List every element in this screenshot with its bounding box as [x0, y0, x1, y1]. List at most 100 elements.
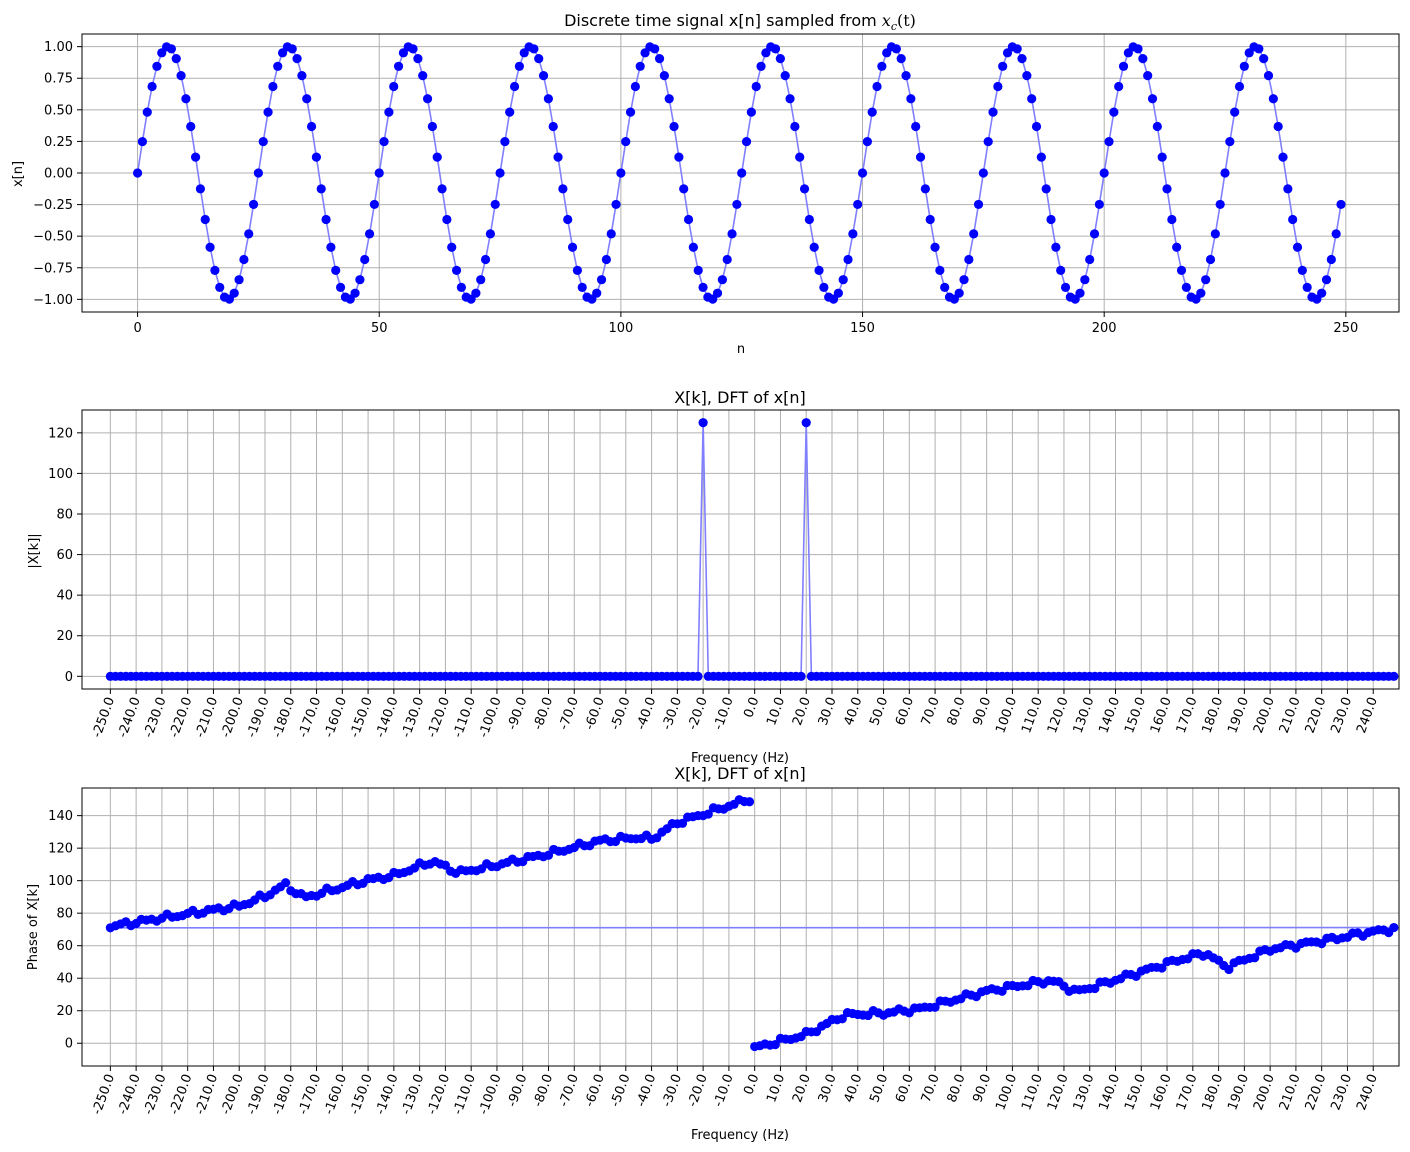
data-point: [775, 54, 785, 64]
data-point: [543, 94, 553, 104]
data-point: [809, 242, 819, 252]
data-point: [302, 94, 312, 104]
data-point: [350, 288, 360, 298]
data-point: [258, 136, 268, 147]
time-signal-panel: Discrete time signal x[n] sampled from x…: [11, 11, 1400, 357]
data-point: [186, 121, 196, 132]
data-point: [335, 282, 346, 292]
data-point: [635, 61, 645, 71]
data-point: [1288, 214, 1298, 225]
y-tick-label: 140: [48, 809, 73, 824]
data-point: [1056, 265, 1066, 275]
data-point: [746, 107, 756, 117]
data-point: [558, 184, 568, 194]
data-point: [1176, 265, 1187, 275]
data-point: [795, 152, 805, 162]
y-tick-label: 0: [65, 670, 73, 685]
data-point: [437, 184, 447, 194]
data-point: [693, 265, 703, 275]
data-point: [1201, 275, 1211, 285]
data-point: [1085, 254, 1095, 265]
data-point: [311, 152, 321, 162]
data-point: [563, 214, 573, 225]
y-tick-label: 1.00: [44, 40, 73, 55]
data-point: [572, 265, 582, 275]
data-point: [577, 282, 587, 292]
data-point: [1326, 254, 1336, 265]
data-point: [770, 44, 781, 54]
data-point: [297, 71, 307, 81]
data-point: [548, 121, 558, 132]
data-point: [732, 199, 742, 210]
data-point: [1297, 265, 1307, 275]
data-point: [925, 214, 935, 225]
data-point: [698, 418, 708, 428]
data-point: [983, 136, 993, 147]
data-point: [1259, 54, 1269, 64]
data-point: [988, 107, 998, 117]
dft-phase-xlabel: Frequency (Hz): [691, 1128, 789, 1143]
data-point: [911, 121, 921, 132]
data-point: [281, 878, 291, 888]
data-point: [505, 107, 515, 117]
data-point: [200, 214, 210, 225]
data-point: [688, 242, 698, 252]
data-point: [1114, 81, 1124, 92]
x-tick-label: 0: [133, 321, 141, 336]
data-point: [693, 671, 703, 681]
x-tick-label: 0.0: [741, 695, 762, 720]
data-point: [181, 94, 191, 104]
data-point: [1196, 288, 1206, 298]
y-tick-label: 0.50: [44, 103, 73, 118]
data-point: [1283, 184, 1293, 194]
data-point: [592, 288, 602, 298]
data-point: [1302, 282, 1312, 292]
data-point: [1041, 184, 1051, 194]
data-point: [838, 275, 848, 285]
data-point: [248, 199, 259, 210]
data-point: [727, 229, 737, 239]
y-tick-label: 100: [48, 467, 73, 482]
data-point: [796, 671, 806, 681]
data-point: [408, 44, 418, 54]
data-point: [751, 81, 761, 92]
data-point: [331, 265, 341, 275]
data-point: [413, 54, 423, 64]
series-markers: [105, 418, 1399, 681]
data-point: [1036, 152, 1046, 162]
data-point: [418, 71, 428, 81]
x-tick-label: 250: [1333, 321, 1358, 336]
data-point: [1012, 44, 1022, 54]
data-point: [756, 61, 766, 71]
data-point: [1278, 152, 1288, 162]
y-tick-label: 40: [56, 972, 73, 987]
data-point: [703, 809, 713, 819]
data-point: [306, 121, 317, 132]
data-point: [1118, 61, 1129, 71]
data-point: [244, 229, 254, 239]
data-point: [447, 242, 457, 252]
data-point: [1225, 136, 1235, 147]
data-point: [1099, 168, 1109, 178]
data-point: [137, 136, 148, 147]
data-point: [1181, 282, 1191, 292]
data-point: [1104, 136, 1114, 147]
data-point: [1224, 964, 1234, 975]
data-point: [1254, 44, 1264, 54]
data-point: [529, 44, 539, 54]
data-point: [440, 860, 450, 870]
data-point: [316, 184, 326, 194]
data-point: [978, 168, 988, 178]
data-point: [205, 242, 215, 252]
data-point: [292, 54, 302, 64]
x-tick-label: 150: [850, 321, 875, 336]
data-point: [862, 136, 872, 147]
data-point: [1263, 71, 1274, 81]
data-point: [239, 254, 249, 265]
data-point: [625, 107, 636, 117]
data-point: [1230, 107, 1240, 117]
data-point: [930, 242, 940, 252]
data-point: [509, 81, 520, 92]
data-point: [843, 254, 853, 265]
